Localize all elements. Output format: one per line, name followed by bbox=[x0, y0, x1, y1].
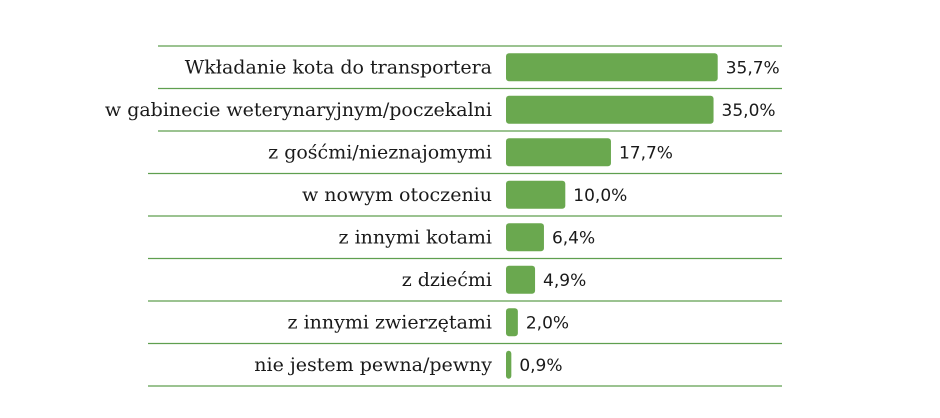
value-label: 35,0% bbox=[722, 101, 776, 121]
bar bbox=[506, 53, 718, 82]
value-label: 2,0% bbox=[526, 313, 569, 333]
bars-group bbox=[506, 53, 718, 379]
row-dividers bbox=[148, 45, 782, 387]
bar bbox=[506, 138, 611, 167]
category-label: z innymi kotami bbox=[339, 226, 492, 248]
value-label: 10,0% bbox=[573, 186, 627, 206]
value-label: 4,9% bbox=[543, 271, 586, 291]
category-label: z gośćmi/nieznajomymi bbox=[268, 141, 492, 163]
category-label: z innymi zwierzętami bbox=[288, 311, 492, 333]
category-label: nie jestem pewna/pewny bbox=[254, 354, 492, 376]
category-label: w gabinecie weterynaryjnym/poczekalni bbox=[105, 99, 492, 121]
category-label: w nowym otoczeniu bbox=[302, 184, 492, 206]
value-label: 17,7% bbox=[619, 143, 673, 163]
value-label: 6,4% bbox=[552, 228, 595, 248]
bar bbox=[506, 265, 536, 294]
bar bbox=[506, 350, 512, 379]
category-label: Wkładanie kota do transportera bbox=[185, 56, 492, 78]
category-label: z dziećmi bbox=[402, 269, 492, 291]
value-label: 35,7% bbox=[726, 58, 780, 78]
category-labels: Wkładanie kota do transportera w gabineci… bbox=[105, 56, 492, 376]
bar bbox=[506, 95, 714, 124]
bar bbox=[506, 308, 518, 337]
value-label: 0,9% bbox=[519, 356, 562, 376]
value-labels: 35,7% 35,0% 17,7% 10,0% 6,4% 4,9% 2,0% 0,9% bbox=[519, 58, 779, 376]
bar bbox=[506, 223, 544, 252]
bar bbox=[506, 180, 566, 209]
